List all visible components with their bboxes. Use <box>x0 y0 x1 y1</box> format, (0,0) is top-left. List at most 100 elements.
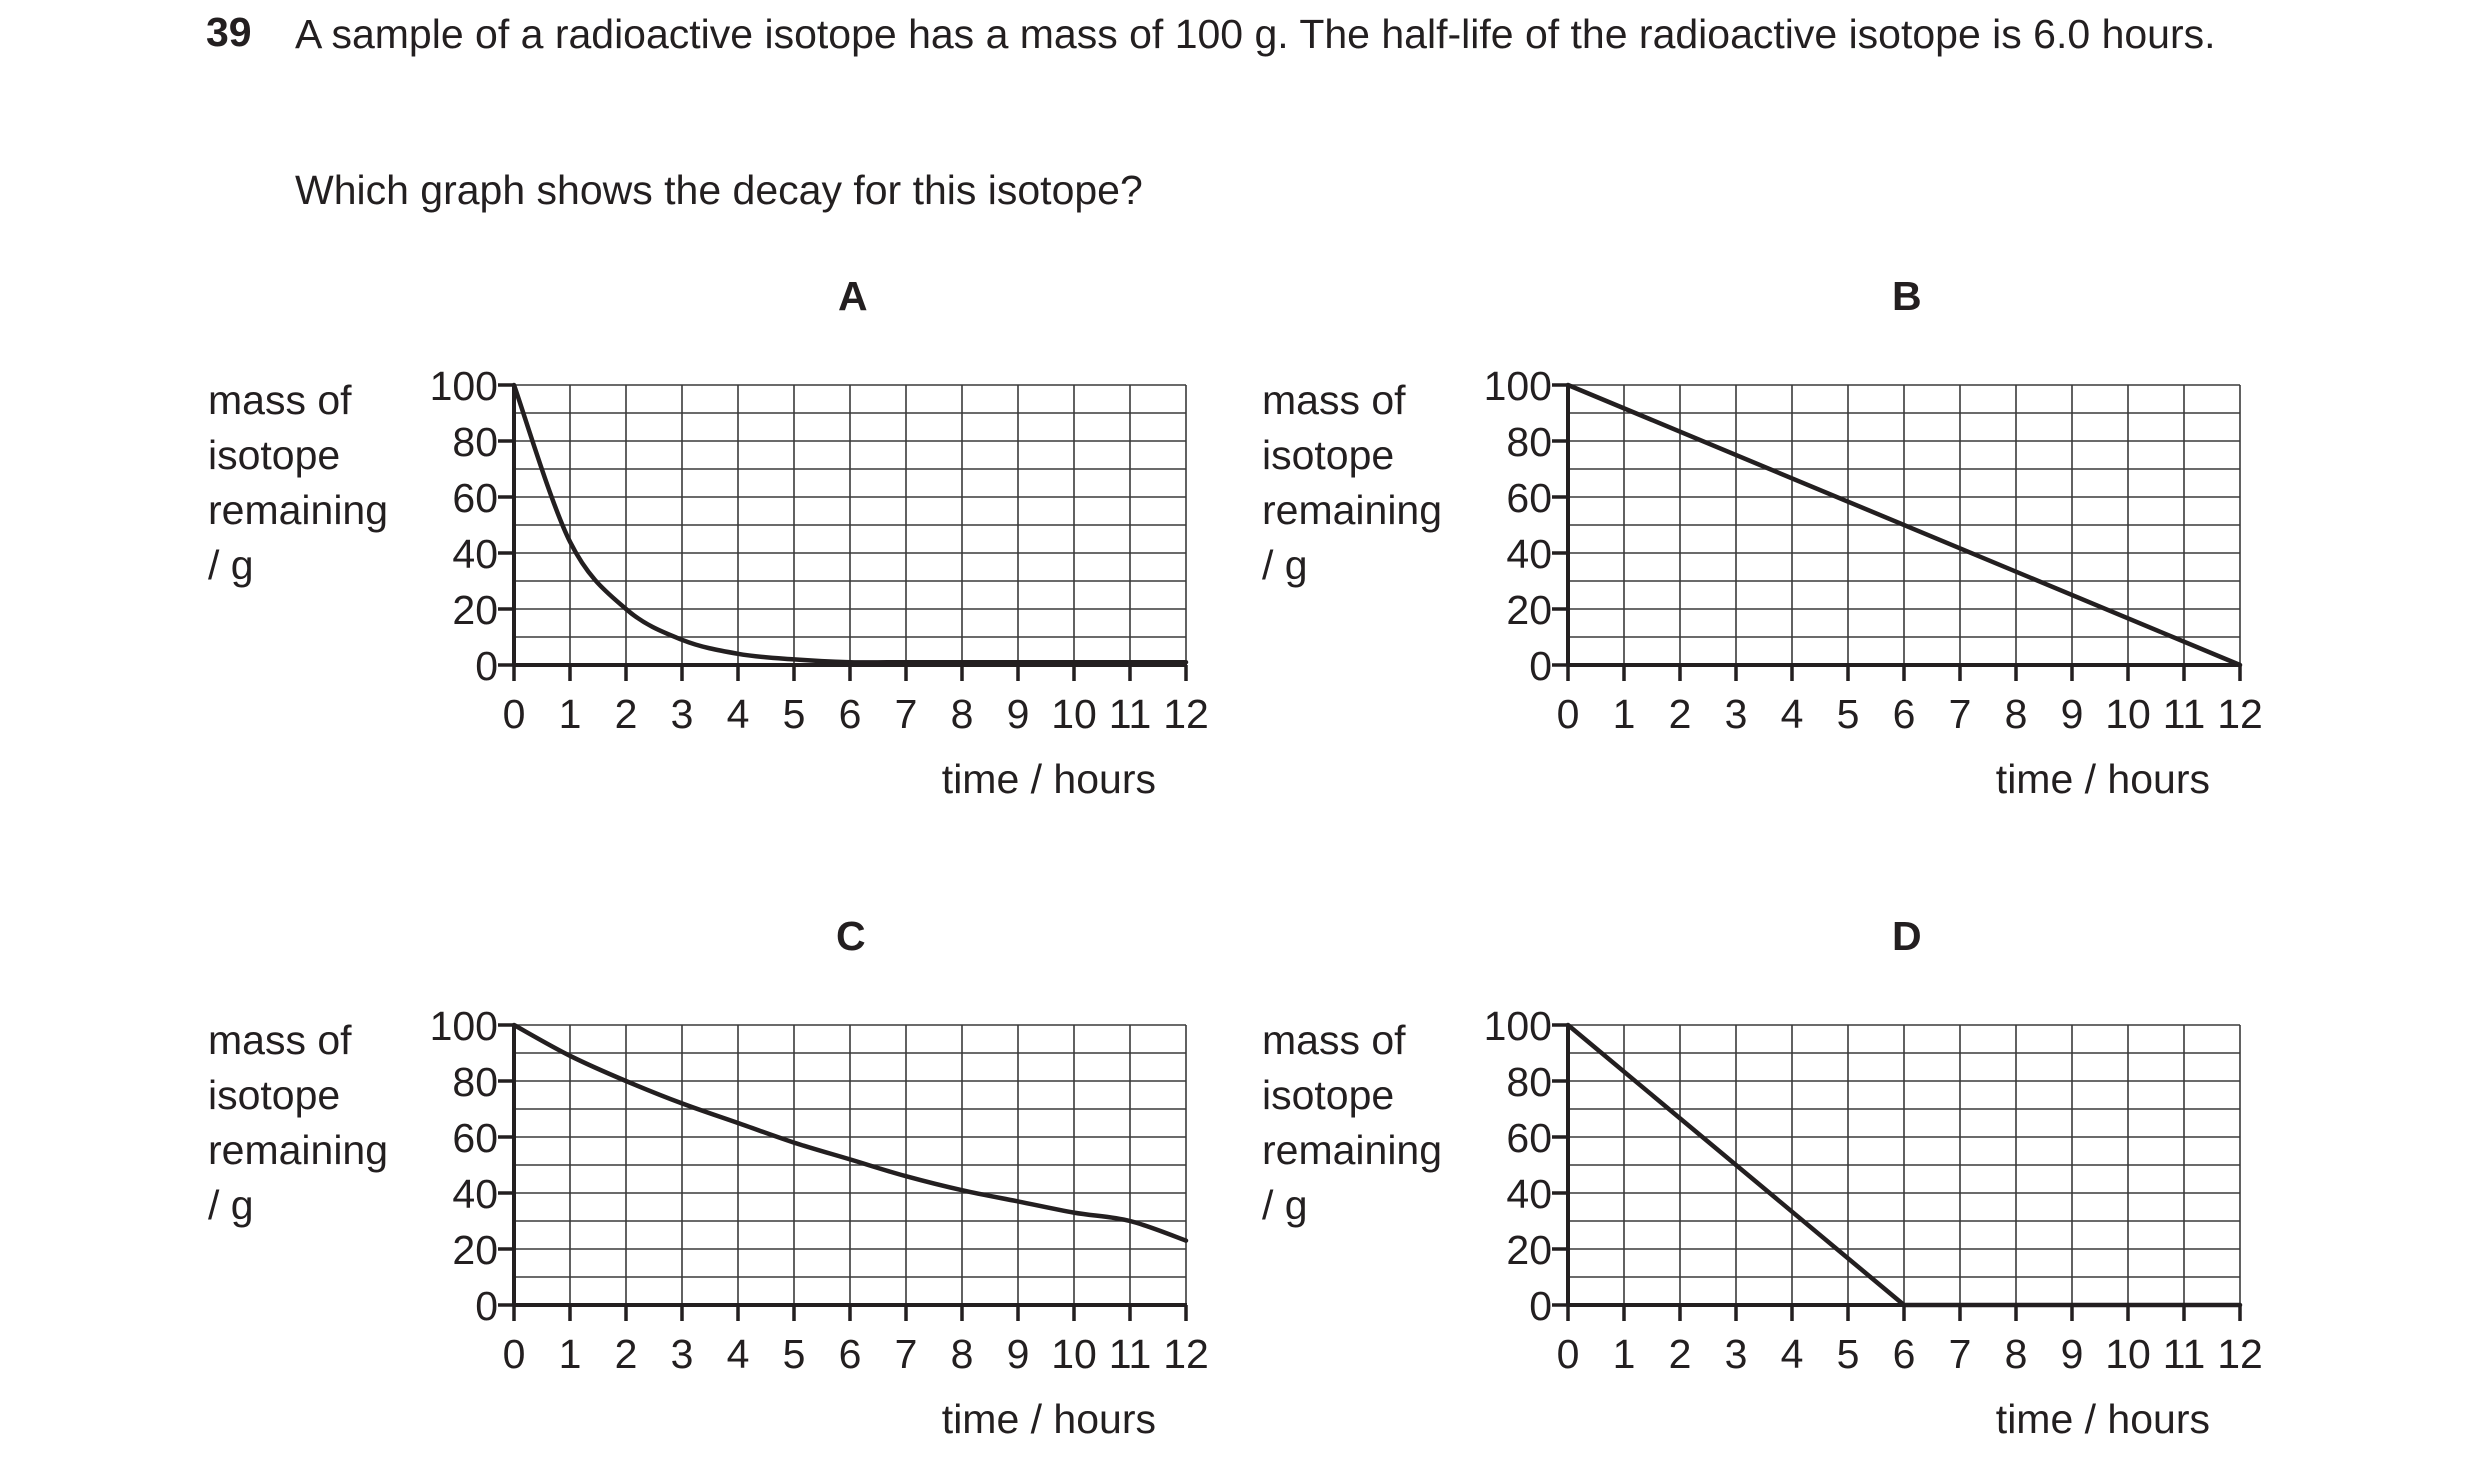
y-tick-label: 40 <box>1506 531 1552 577</box>
x-tick-label: 3 <box>671 691 694 737</box>
y-axis-label-line: remaining <box>1262 487 1443 533</box>
question-text: A sample of a radioactive isotope has a … <box>295 11 2216 57</box>
x-tick-label: 11 <box>2163 1331 2206 1377</box>
y-tick-label: 100 <box>1484 1003 1552 1049</box>
y-axis-label-line: remaining <box>208 1127 389 1173</box>
y-tick-label: 0 <box>475 1283 498 1329</box>
y-tick-label: 20 <box>1506 1227 1552 1273</box>
x-tick-label: 4 <box>727 1331 750 1377</box>
x-tick-label: 12 <box>1163 1331 1209 1377</box>
y-axis-label-line: remaining <box>208 487 389 533</box>
y-tick-label: 80 <box>1506 419 1552 465</box>
y-tick-label: 20 <box>452 587 498 633</box>
y-axis-label-line: isotope <box>208 1072 341 1118</box>
y-axis-label-line: isotope <box>1262 432 1395 478</box>
x-tick-label: 2 <box>615 691 638 737</box>
x-tick-label: 5 <box>1837 1331 1860 1377</box>
x-tick-label: 1 <box>559 691 582 737</box>
y-axis-label-d: mass of isotope remaining / g <box>1262 1013 1442 1233</box>
x-tick-label: 9 <box>2061 1331 2084 1377</box>
decay-curve <box>1565 382 2243 668</box>
y-tick-label: 60 <box>1506 475 1552 521</box>
y-tick-label: 60 <box>1506 1115 1552 1161</box>
x-tick-label: 8 <box>2005 1331 2028 1377</box>
x-tick-label: 2 <box>1669 691 1692 737</box>
x-tick-label: 9 <box>1007 691 1030 737</box>
y-tick-label: 0 <box>1529 643 1552 689</box>
x-tick-label: 7 <box>1949 691 1972 737</box>
decay-curve <box>511 382 1189 665</box>
y-axis-label-line: / g <box>1262 1182 1308 1228</box>
x-tick-label: 7 <box>895 1331 918 1377</box>
y-axis-label-line: / g <box>208 542 254 588</box>
x-tick-label: 2 <box>615 1331 638 1377</box>
y-tick-label: 80 <box>452 419 498 465</box>
x-tick-label: 0 <box>1557 1331 1580 1377</box>
x-tick-label: 6 <box>839 691 862 737</box>
x-tick-label: 7 <box>895 691 918 737</box>
y-tick-label: 20 <box>1506 587 1552 633</box>
x-tick-label: 4 <box>1781 691 1804 737</box>
x-tick-label: 10 <box>1051 691 1097 737</box>
x-axis-title: time / hours <box>942 1396 1156 1442</box>
x-tick-label: 12 <box>2217 1331 2263 1377</box>
y-axis-label-line: / g <box>208 1182 254 1228</box>
y-tick-label: 100 <box>1484 363 1552 409</box>
x-tick-label: 1 <box>559 1331 582 1377</box>
option-letter-c: C <box>836 913 866 959</box>
x-tick-label: 10 <box>2105 691 2151 737</box>
x-tick-label: 10 <box>1051 1331 1097 1377</box>
y-tick-label: 20 <box>452 1227 498 1273</box>
x-tick-label: 1 <box>1613 691 1636 737</box>
x-tick-label: 12 <box>1163 691 1209 737</box>
y-axis-label-line: remaining <box>1262 1127 1443 1173</box>
y-tick-label: 60 <box>452 1115 498 1161</box>
x-tick-label: 11 <box>1109 691 1152 737</box>
x-tick-label: 6 <box>1893 1331 1916 1377</box>
x-tick-label: 0 <box>503 1331 526 1377</box>
x-tick-label: 6 <box>839 1331 862 1377</box>
x-tick-label: 9 <box>1007 1331 1030 1377</box>
decay-curve <box>1565 1022 2243 1308</box>
y-axis-label-a: mass of isotope remaining / g <box>208 373 388 593</box>
option-letter-b: B <box>1892 273 1922 319</box>
y-tick-label: 40 <box>452 1171 498 1217</box>
x-axis-title: time / hours <box>1996 756 2210 802</box>
y-axis-label-b: mass of isotope remaining / g <box>1262 373 1442 593</box>
x-axis-title: time / hours <box>1996 1396 2210 1442</box>
x-tick-label: 9 <box>2061 691 2084 737</box>
x-tick-label: 5 <box>1837 691 1860 737</box>
x-tick-label: 0 <box>503 691 526 737</box>
y-tick-label: 0 <box>475 643 498 689</box>
x-tick-label: 1 <box>1613 1331 1636 1377</box>
x-tick-label: 4 <box>1781 1331 1804 1377</box>
y-tick-label: 0 <box>1529 1283 1552 1329</box>
y-axis-label-line: mass of <box>208 377 352 423</box>
y-axis-label-line: mass of <box>1262 1017 1406 1063</box>
x-tick-label: 11 <box>1109 1331 1152 1377</box>
y-axis-label-line: / g <box>1262 542 1308 588</box>
x-tick-label: 5 <box>783 691 806 737</box>
x-tick-label: 0 <box>1557 691 1580 737</box>
x-tick-label: 8 <box>951 691 974 737</box>
y-tick-label: 80 <box>1506 1059 1552 1105</box>
y-axis-label-line: isotope <box>1262 1072 1395 1118</box>
y-axis-label-c: mass of isotope remaining / g <box>208 1013 388 1233</box>
x-tick-label: 3 <box>1725 691 1748 737</box>
question-prompt: Which graph shows the decay for this iso… <box>295 167 1143 213</box>
x-tick-label: 3 <box>671 1331 694 1377</box>
option-letter-a: A <box>838 273 868 319</box>
y-tick-label: 40 <box>1506 1171 1552 1217</box>
y-tick-label: 100 <box>430 363 498 409</box>
decay-curve <box>511 1022 1189 1243</box>
y-axis-label-line: mass of <box>208 1017 352 1063</box>
x-tick-label: 3 <box>1725 1331 1748 1377</box>
x-tick-label: 10 <box>2105 1331 2151 1377</box>
x-tick-label: 12 <box>2217 691 2263 737</box>
x-tick-label: 6 <box>1893 691 1916 737</box>
question-number: 39 <box>206 9 252 55</box>
